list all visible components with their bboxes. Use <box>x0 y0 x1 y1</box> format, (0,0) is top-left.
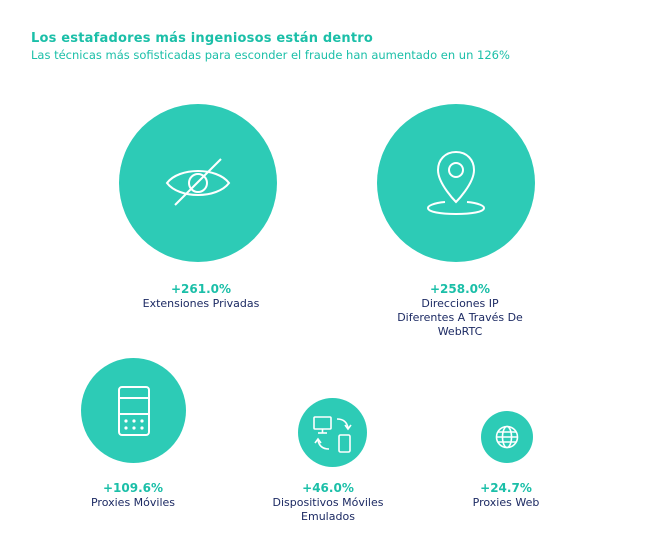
stat-value: +261.0% <box>170 282 232 296</box>
globe-icon <box>495 425 519 449</box>
stat-label: Proxies Móviles <box>90 496 176 509</box>
stat-circle-emulated-devices <box>298 398 367 467</box>
stat-label: Diferentes A Través De <box>397 311 523 324</box>
stat-circle-mobile-proxies <box>81 358 186 463</box>
stat-label: Dispositivos Móviles <box>272 496 384 509</box>
mobile-phone-icon <box>117 385 150 436</box>
page-title: Los estafadores más ingeniosos están den… <box>31 31 374 46</box>
stat-circle-web-proxies <box>481 411 533 463</box>
page-subtitle: Las técnicas más sofisticadas para escon… <box>31 48 510 62</box>
stat-value: +24.7% <box>480 481 532 495</box>
device-sync-icon <box>312 415 352 453</box>
stat-label: Proxies Web <box>472 496 540 509</box>
stat-mobile-proxies: +109.6% Proxies Móviles <box>91 481 175 510</box>
stat-label: Direcciones IP <box>421 297 499 310</box>
stat-circle-webrtc-ip <box>377 104 535 262</box>
stat-web-proxies: +24.7% Proxies Web <box>473 481 540 510</box>
stat-value: +46.0% <box>302 481 354 495</box>
stat-label: WebRTC <box>437 325 483 338</box>
stat-webrtc-ip: +258.0% Direcciones IP Diferentes A Trav… <box>397 282 523 339</box>
stat-emulated-devices: +46.0% Dispositivos Móviles Emulados <box>273 481 384 524</box>
stat-value: +109.6% <box>102 481 164 495</box>
stat-label: Emulados <box>301 510 355 523</box>
stat-label: Extensiones Privadas <box>142 297 260 310</box>
stat-circle-private-extensions <box>119 104 277 262</box>
eye-slash-icon <box>165 158 231 206</box>
stat-value: +258.0% <box>429 282 491 296</box>
stat-private-extensions: +261.0% Extensiones Privadas <box>143 282 260 311</box>
location-pin-icon <box>426 150 486 216</box>
